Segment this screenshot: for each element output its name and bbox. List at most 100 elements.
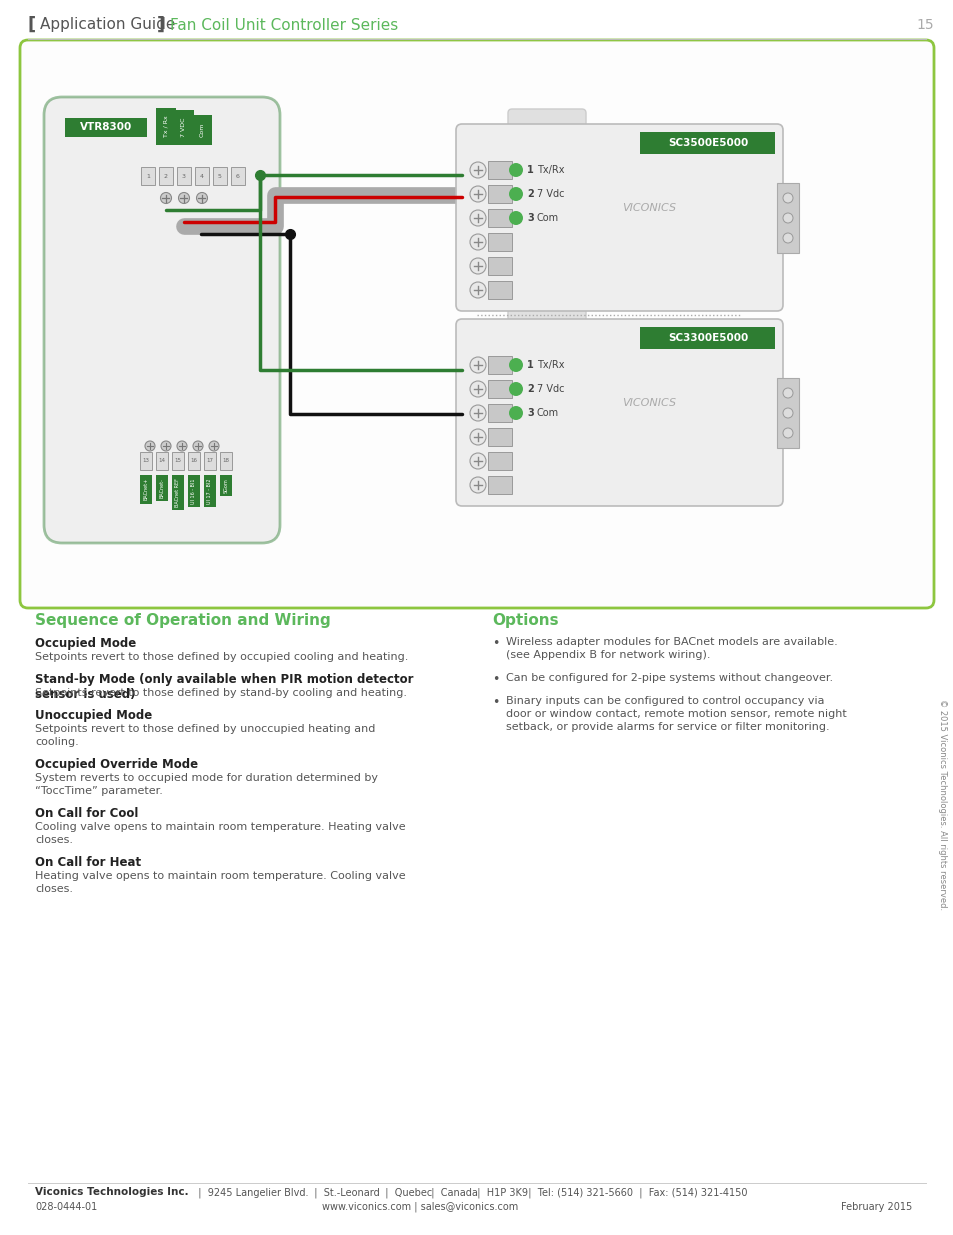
Bar [204, 452, 215, 471]
Text: VICONICS: VICONICS [621, 203, 676, 212]
Text: 1: 1 [146, 173, 150, 179]
Bar [140, 452, 152, 471]
Bar [639, 327, 774, 350]
Circle shape [782, 212, 792, 224]
FancyBboxPatch shape [507, 304, 585, 333]
Bar [488, 282, 512, 299]
Text: Unoccupied Mode: Unoccupied Mode [35, 709, 152, 722]
Text: |  H1P 3K9: | H1P 3K9 [471, 1187, 527, 1198]
Text: Setpoints revert to those defined by stand-by cooling and heating.: Setpoints revert to those defined by sta… [35, 688, 407, 698]
Bar [194, 167, 209, 185]
Text: Wireless adapter modules for BACnet models are available.: Wireless adapter modules for BACnet mode… [505, 637, 837, 647]
FancyBboxPatch shape [456, 124, 782, 311]
Text: Options: Options [492, 613, 558, 629]
Circle shape [470, 162, 485, 178]
Text: 16: 16 [191, 458, 197, 463]
Circle shape [145, 441, 154, 451]
Text: BACnet+: BACnet+ [143, 478, 149, 500]
Text: ]: ] [157, 16, 165, 35]
Text: 3: 3 [182, 173, 186, 179]
FancyBboxPatch shape [507, 109, 585, 140]
Text: SGom: SGom [223, 478, 229, 493]
Circle shape [161, 441, 171, 451]
Circle shape [177, 441, 187, 451]
Bar [488, 233, 512, 251]
Text: 1: 1 [526, 165, 533, 175]
Text: 14: 14 [158, 458, 165, 463]
Text: closes.: closes. [35, 884, 73, 894]
Circle shape [196, 193, 208, 204]
Text: Tx/Rx: Tx/Rx [537, 359, 564, 370]
Bar [488, 380, 512, 398]
Circle shape [209, 441, 219, 451]
Bar [231, 167, 245, 185]
Text: 3: 3 [526, 212, 533, 224]
Text: Occupied Mode: Occupied Mode [35, 637, 136, 650]
Text: On Call for Cool: On Call for Cool [35, 806, 138, 820]
Text: SC3300E5000: SC3300E5000 [667, 333, 747, 343]
Bar [156, 452, 168, 471]
Bar [488, 209, 512, 227]
Text: Can be configured for 2-pipe systems without changeover.: Can be configured for 2-pipe systems wit… [505, 673, 832, 683]
Text: 7 Vdc: 7 Vdc [537, 189, 564, 199]
Bar [488, 475, 512, 494]
Circle shape [782, 193, 792, 203]
Text: |  Canada: | Canada [424, 1187, 477, 1198]
Circle shape [470, 477, 485, 493]
Circle shape [509, 163, 522, 177]
Text: VTR8300: VTR8300 [80, 122, 132, 132]
Bar [172, 452, 184, 471]
Bar [488, 429, 512, 446]
Text: door or window contact, remote motion sensor, remote night: door or window contact, remote motion se… [505, 709, 846, 719]
FancyBboxPatch shape [44, 98, 280, 543]
Bar [188, 452, 200, 471]
Text: •: • [492, 673, 498, 685]
FancyBboxPatch shape [456, 319, 782, 506]
Text: SC3500E5000: SC3500E5000 [667, 138, 747, 148]
Text: 18: 18 [222, 458, 230, 463]
Circle shape [470, 258, 485, 274]
Text: BACnet REF: BACnet REF [175, 478, 180, 506]
Bar [177, 167, 191, 185]
Text: 2: 2 [526, 189, 533, 199]
Circle shape [782, 233, 792, 243]
Text: 15: 15 [174, 458, 181, 463]
Bar [213, 167, 227, 185]
Text: Setpoints revert to those defined by occupied cooling and heating.: Setpoints revert to those defined by occ… [35, 652, 408, 662]
Text: 2: 2 [526, 384, 533, 394]
Text: Com: Com [537, 212, 558, 224]
Bar [488, 257, 512, 275]
Text: Occupied Override Mode: Occupied Override Mode [35, 758, 198, 771]
Text: (see Appendix B for network wiring).: (see Appendix B for network wiring). [505, 650, 710, 659]
Text: 2: 2 [164, 173, 168, 179]
Bar [776, 378, 799, 448]
Bar [141, 167, 154, 185]
Text: www.viconics.com | sales@viconics.com: www.viconics.com | sales@viconics.com [321, 1202, 517, 1213]
Circle shape [470, 233, 485, 249]
Text: 4: 4 [200, 173, 204, 179]
Bar [488, 161, 512, 179]
Circle shape [470, 405, 485, 421]
Text: 1: 1 [526, 359, 533, 370]
Circle shape [509, 406, 522, 420]
Text: UI 16 - BI1: UI 16 - BI1 [192, 478, 196, 504]
Text: 3: 3 [526, 408, 533, 417]
Text: 15: 15 [915, 19, 933, 32]
Text: Stand-by Mode (only available when PIR motion detector
sensor is used): Stand-by Mode (only available when PIR m… [35, 673, 413, 701]
Text: cooling.: cooling. [35, 737, 79, 747]
Bar [220, 452, 232, 471]
Circle shape [470, 282, 485, 298]
Bar [488, 356, 512, 374]
Text: 6: 6 [235, 173, 240, 179]
Text: Sequence of Operation and Wiring: Sequence of Operation and Wiring [35, 613, 331, 629]
Text: •: • [492, 697, 498, 709]
Bar [65, 119, 147, 137]
Text: 7 Vdc: 7 Vdc [537, 384, 564, 394]
Circle shape [509, 211, 522, 225]
Circle shape [782, 388, 792, 398]
Bar [488, 185, 512, 203]
Circle shape [509, 382, 522, 396]
Circle shape [470, 382, 485, 396]
Circle shape [470, 186, 485, 203]
Text: Viconics Technologies Inc.: Viconics Technologies Inc. [35, 1187, 189, 1197]
